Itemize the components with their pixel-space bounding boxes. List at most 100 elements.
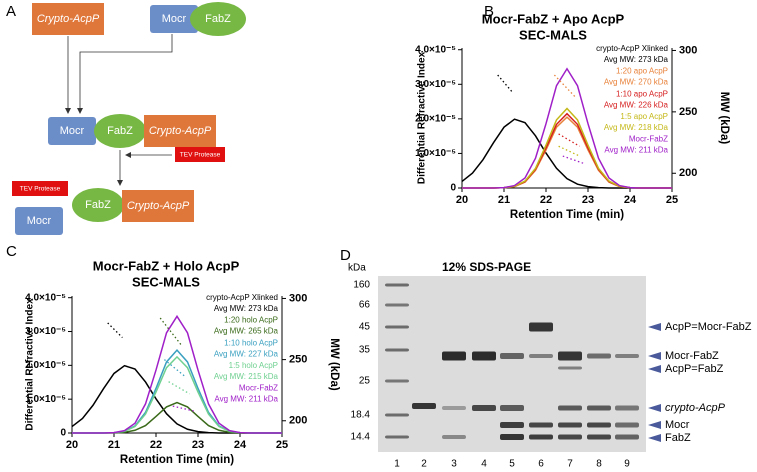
marker-label: 66 — [359, 300, 371, 311]
mw-line — [553, 74, 576, 98]
node-box — [12, 181, 68, 196]
legend-label: Mocr-FabZ — [239, 384, 278, 393]
mw-line — [562, 155, 585, 165]
arrow-heads — [65, 108, 131, 186]
y-tick-label: 4.0×10⁻⁵ — [25, 292, 66, 303]
legend-label: 1:10 holo AcpP — [224, 338, 278, 347]
x-tick-label: 21 — [498, 194, 510, 206]
node-ellipse — [190, 2, 246, 36]
node-label: FabZ — [85, 199, 111, 211]
legend-mw: Avg MW: 265 kDa — [214, 327, 279, 336]
gel-band — [558, 422, 582, 428]
y2-tick-label: 200 — [679, 167, 697, 179]
gel-band — [529, 434, 553, 440]
x-tick-label: 21 — [108, 439, 120, 451]
marker-label: 14.4 — [351, 432, 371, 443]
y-tick-label: 4.0×10⁻⁵ — [415, 44, 456, 55]
node-label: Mocr — [162, 13, 187, 25]
node-label: TEV Protease — [180, 152, 221, 159]
gel-band — [500, 353, 524, 359]
node-box — [144, 115, 216, 147]
node-label: TEV Protease — [20, 186, 61, 193]
lane-label: 3 — [451, 459, 457, 470]
marker-label: 35 — [359, 345, 371, 356]
lane-label: 7 — [567, 459, 573, 470]
x-axis-label: Retention Time (min) — [120, 454, 234, 466]
annotation-arrow — [648, 352, 661, 360]
node-label: Crypto-AcpP — [149, 125, 212, 137]
annotation-label: Mocr-FabZ — [665, 350, 719, 362]
mw-line — [497, 74, 513, 93]
panel-label: B — [484, 3, 494, 20]
legend-mw: Avg MW: 218 kDa — [604, 123, 669, 132]
x-tick-label: 25 — [276, 439, 288, 451]
gel-band — [558, 434, 582, 440]
legend-mw: Avg MW: 273 kDa — [214, 304, 279, 313]
marker-label: 160 — [353, 280, 370, 291]
legend-label: 1:10 apo AcpP — [616, 89, 668, 98]
y-tick-label: 2.0×10⁻⁵ — [415, 114, 456, 125]
y2-axis-label: MW (kDa) — [718, 92, 730, 145]
annotation-arrow — [648, 434, 661, 442]
gel-band — [385, 325, 409, 329]
x-tick-label: 24 — [624, 194, 637, 206]
lane-label: 5 — [509, 459, 515, 470]
gel-band — [529, 422, 553, 428]
gel-band — [587, 353, 611, 359]
node-label: Crypto-AcpP — [37, 13, 100, 25]
gel-band — [442, 435, 466, 439]
gel-title: 12% SDS-PAGE — [442, 260, 531, 274]
x-tick-label: 22 — [540, 194, 552, 206]
annotation-arrow — [648, 421, 661, 429]
annotation-label: Mocr — [665, 419, 690, 431]
y-axis-label: Differential Refractive Index — [417, 51, 428, 184]
annotation-arrow — [648, 323, 661, 331]
gel-band — [587, 434, 611, 440]
gel-band — [385, 303, 409, 307]
gel-band — [615, 354, 639, 358]
gel-band — [500, 405, 524, 411]
node-box — [48, 117, 96, 145]
legend-label: 1:5 apo AcpP — [620, 112, 668, 121]
y2-tick-label: 250 — [679, 106, 697, 118]
gel-band — [442, 351, 466, 361]
y-tick-label: 0 — [450, 183, 456, 194]
y-tick-label: 2.0×10⁻⁵ — [25, 360, 66, 371]
annotation-arrow — [648, 404, 661, 412]
arrows — [67, 34, 173, 182]
x-tick-label: 23 — [192, 439, 204, 451]
legend-mw: Avg MW: 226 kDa — [604, 100, 669, 109]
x-axis-label: Retention Time (min) — [510, 209, 624, 221]
legend-label: 1:20 apo AcpP — [616, 67, 668, 76]
lane-label: 6 — [538, 459, 544, 470]
legend-label: crypto-AcpP Xlinked — [206, 293, 278, 302]
legend-mw: Avg MW: 270 kDa — [604, 78, 669, 87]
node-label: Crypto-AcpP — [127, 200, 190, 212]
y2-tick-label: 300 — [679, 44, 697, 56]
gel-band — [385, 435, 409, 439]
gel-band — [558, 366, 582, 370]
panel-label: D — [340, 247, 351, 264]
mw-line — [558, 145, 580, 157]
mw-line — [168, 381, 190, 395]
legend-label: 1:20 holo AcpP — [224, 316, 278, 325]
lane-label: 2 — [421, 459, 427, 470]
y2-tick-label: 300 — [289, 292, 307, 304]
chart-subtitle: SEC-MALS — [132, 274, 200, 289]
gel-band — [587, 422, 611, 428]
gel-band — [385, 413, 409, 417]
legend-label: Mocr-FabZ — [629, 135, 668, 144]
node-label: FabZ — [205, 13, 231, 25]
lane-label: 9 — [624, 459, 630, 470]
gel-band — [442, 406, 466, 410]
node-ellipse — [72, 188, 124, 222]
gel-band — [385, 348, 409, 352]
gel-band — [385, 379, 409, 383]
annotation-label: AcpP=FabZ — [665, 363, 724, 375]
y2-tick-label: 250 — [289, 354, 307, 366]
gel-band — [615, 405, 639, 411]
node-box — [150, 5, 198, 33]
mw-line — [558, 133, 580, 147]
node-box — [15, 207, 63, 235]
marker-label: 18.4 — [351, 410, 371, 421]
